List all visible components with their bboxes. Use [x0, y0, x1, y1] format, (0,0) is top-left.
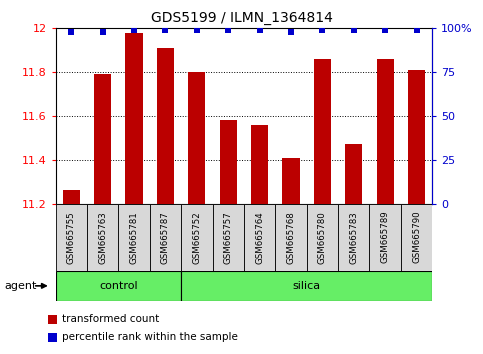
- Text: GSM665757: GSM665757: [224, 211, 233, 264]
- Bar: [126, 33, 142, 204]
- Text: GSM665764: GSM665764: [255, 211, 264, 264]
- Bar: [283, 158, 299, 204]
- Bar: [94, 74, 111, 204]
- Bar: [220, 120, 237, 204]
- Text: GSM665789: GSM665789: [381, 211, 390, 263]
- Bar: [377, 59, 394, 204]
- Text: GSM665763: GSM665763: [98, 211, 107, 264]
- Text: GSM665790: GSM665790: [412, 211, 421, 263]
- Bar: [338, 204, 369, 271]
- Bar: [345, 144, 362, 204]
- Text: percentile rank within the sample: percentile rank within the sample: [62, 332, 238, 342]
- Point: [256, 27, 264, 33]
- Point: [319, 27, 327, 33]
- Bar: [56, 204, 87, 271]
- Text: transformed count: transformed count: [62, 314, 159, 325]
- Bar: [188, 72, 205, 204]
- Point: [224, 27, 232, 33]
- Bar: [369, 204, 401, 271]
- Text: control: control: [99, 281, 138, 291]
- Bar: [401, 204, 432, 271]
- Bar: [181, 271, 432, 301]
- Text: silica: silica: [293, 281, 321, 291]
- Bar: [150, 204, 181, 271]
- Bar: [251, 125, 268, 204]
- Point: [193, 27, 201, 33]
- Text: GDS5199 / ILMN_1364814: GDS5199 / ILMN_1364814: [151, 11, 332, 25]
- Bar: [181, 204, 213, 271]
- Bar: [314, 59, 331, 204]
- Text: GSM665755: GSM665755: [67, 211, 76, 264]
- Bar: [118, 204, 150, 271]
- Bar: [157, 48, 174, 204]
- Bar: [213, 204, 244, 271]
- Point: [350, 27, 357, 33]
- Point: [99, 29, 107, 35]
- Text: GSM665787: GSM665787: [161, 211, 170, 264]
- Bar: [63, 190, 80, 204]
- Text: GSM665783: GSM665783: [349, 211, 358, 264]
- Point: [130, 27, 138, 33]
- Text: GSM665752: GSM665752: [192, 211, 201, 264]
- Text: GSM665780: GSM665780: [318, 211, 327, 264]
- Point: [68, 29, 75, 35]
- Point: [287, 29, 295, 35]
- Bar: [48, 315, 57, 324]
- Point: [161, 27, 170, 33]
- Point: [412, 27, 420, 33]
- Point: [382, 27, 389, 33]
- Bar: [408, 70, 425, 204]
- Bar: [244, 204, 275, 271]
- Text: GSM665781: GSM665781: [129, 211, 139, 264]
- Bar: [275, 204, 307, 271]
- Text: agent: agent: [5, 281, 37, 291]
- Bar: [48, 333, 57, 342]
- Text: GSM665768: GSM665768: [286, 211, 296, 264]
- Bar: [87, 204, 118, 271]
- Bar: [307, 204, 338, 271]
- Bar: [56, 271, 181, 301]
